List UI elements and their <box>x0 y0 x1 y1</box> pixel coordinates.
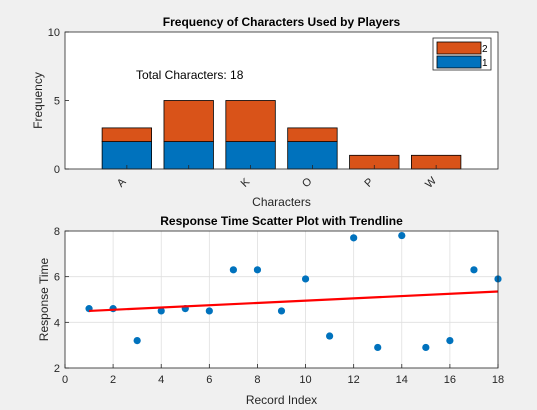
y-tick-label: 10 <box>48 27 60 39</box>
x-tick-label: 18 <box>492 374 504 386</box>
scatter-point <box>229 266 237 274</box>
scatter-point <box>446 337 454 345</box>
x-tick-label: 10 <box>299 374 311 386</box>
bar-K-series-2 <box>225 100 276 142</box>
x-tick-label: 14 <box>396 374 408 386</box>
x-axis-ticks: 0 2 4 6 8 10 12 14 16 18 <box>62 364 504 386</box>
y-tick-label: 6 <box>54 272 60 284</box>
x-tick-label: A <box>115 176 129 190</box>
y-tick-label: 5 <box>54 96 60 108</box>
bar-chart: Frequency of Characters Used by Players … <box>31 15 499 209</box>
scatter-y-axis-label: Response Time <box>37 257 51 341</box>
y-tick-label: 8 <box>54 226 60 238</box>
legend-label-1: 1 <box>482 58 488 69</box>
x-tick-label: 2 <box>110 374 116 386</box>
bar-A-series-2 <box>101 127 153 143</box>
scatter-point <box>301 275 310 283</box>
x-tick-label: 12 <box>348 374 360 386</box>
scatter-chart-title: Response Time Scatter Plot with Trendlin… <box>160 214 403 228</box>
bar-O-series-2 <box>287 127 338 143</box>
total-characters-annotation: Total Characters: 18 <box>136 68 244 82</box>
scatter-plot-frame <box>64 230 499 369</box>
bar-x-axis-label: Characters <box>252 195 311 209</box>
y-tick-label: 4 <box>54 317 60 329</box>
scatter-point <box>326 332 334 340</box>
trendline <box>89 290 499 313</box>
x-tick-label: 4 <box>158 374 164 386</box>
bar-O-series-1 <box>287 141 338 170</box>
scatter-plot-area <box>65 231 498 368</box>
bar-blank-series-2 <box>163 100 214 142</box>
bar-K-series-1 <box>225 141 276 170</box>
scatter-point <box>422 343 430 352</box>
bar-A-series-1 <box>101 141 153 170</box>
x-tick-label: P <box>362 176 376 190</box>
bar-chart-title: Frequency of Characters Used by Players <box>163 15 401 29</box>
trendline-group <box>89 290 499 313</box>
scatter-point <box>277 307 286 315</box>
scatter-point <box>133 337 141 345</box>
scatter-point <box>398 231 406 240</box>
scatter-point <box>253 266 262 274</box>
x-tick-label: K <box>239 176 253 190</box>
bar-blank-series-1 <box>163 141 214 170</box>
scatter-x-axis-label: Record Index <box>246 393 317 407</box>
y-tick-label: 2 <box>54 363 60 375</box>
x-tick-label: O <box>300 175 315 190</box>
x-tick-label: 0 <box>62 374 68 386</box>
legend-label-2: 2 <box>482 44 488 55</box>
scatter-point <box>470 266 478 274</box>
scatter-point <box>157 307 165 315</box>
scatter-point <box>205 307 213 315</box>
scatter-chart: Response Time Scatter Plot with Trendlin… <box>37 214 504 407</box>
scatter-point <box>374 343 382 352</box>
bar-legend: 2 1 <box>432 37 492 71</box>
legend-swatch-2 <box>436 41 482 55</box>
bar-plot-frame <box>64 31 499 170</box>
x-tick-label: 6 <box>206 374 212 386</box>
x-tick-label: 8 <box>254 374 260 386</box>
x-tick-label: W <box>423 175 439 191</box>
bar-series-group <box>101 100 462 170</box>
legend-swatch-1 <box>436 55 482 69</box>
bar-y-axis-label: Frequency <box>31 72 45 129</box>
scatter-point <box>350 234 358 242</box>
x-tick-label: 16 <box>444 374 456 386</box>
y-tick-label: 0 <box>54 164 60 176</box>
